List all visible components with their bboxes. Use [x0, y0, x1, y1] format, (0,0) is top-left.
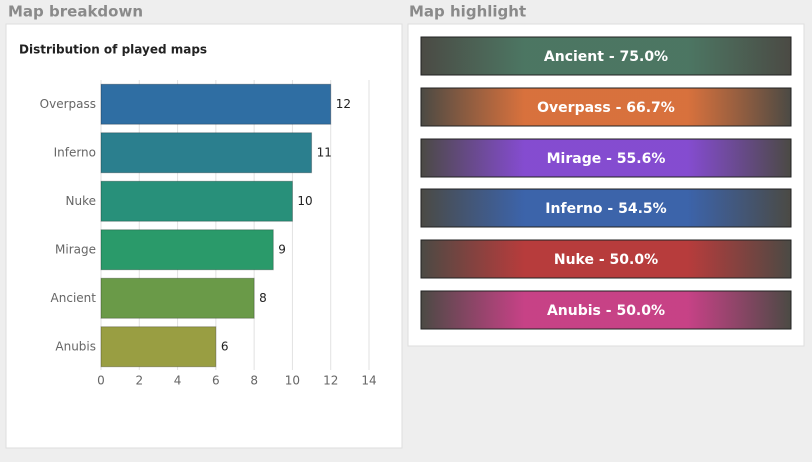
banner-label: Ancient - 75.0%	[544, 49, 668, 65]
map-banner	[420, 239, 792, 279]
value-label: 8	[259, 291, 267, 305]
y-tick-label: Mirage	[55, 242, 96, 256]
bar	[100, 132, 313, 174]
x-tick-label: 12	[323, 374, 338, 388]
x-tick-label: 4	[174, 374, 182, 388]
banner-label: Mirage - 55.6%	[547, 151, 666, 167]
map-banner	[420, 290, 792, 330]
panel-title: Map highlight	[409, 3, 526, 21]
y-tick-label: Ancient	[51, 291, 97, 305]
x-tick-label: 2	[135, 374, 143, 388]
x-tick-label: 10	[285, 374, 300, 388]
x-tick-label: 0	[97, 374, 105, 388]
panel-title: Map breakdown	[8, 3, 143, 21]
map-banner	[420, 36, 792, 76]
value-label: 9	[278, 242, 286, 256]
x-tick-label: 6	[212, 374, 220, 388]
y-tick-label: Overpass	[40, 97, 96, 111]
value-label: 11	[317, 145, 332, 159]
map-banner	[420, 87, 792, 127]
y-tick-label: Inferno	[54, 145, 96, 159]
bar	[100, 229, 274, 271]
bar	[100, 180, 293, 222]
bar	[100, 326, 217, 368]
banner-label: Nuke - 50.0%	[554, 252, 658, 268]
y-tick-label: Nuke	[66, 194, 97, 208]
value-label: 12	[336, 97, 351, 111]
y-tick-label: Anubis	[55, 339, 96, 353]
banner-label: Overpass - 66.7%	[537, 100, 675, 116]
bar	[100, 83, 332, 125]
bar	[100, 277, 255, 319]
map-banner	[420, 138, 792, 178]
map-banner	[420, 188, 792, 228]
chart-title: Distribution of played maps	[19, 43, 207, 57]
x-tick-label: 8	[250, 374, 258, 388]
value-label: 10	[297, 194, 312, 208]
value-label: 6	[221, 339, 229, 353]
x-tick-label: 14	[361, 374, 376, 388]
banner-label: Anubis - 50.0%	[547, 303, 665, 319]
banner-label: Inferno - 54.5%	[545, 201, 666, 217]
